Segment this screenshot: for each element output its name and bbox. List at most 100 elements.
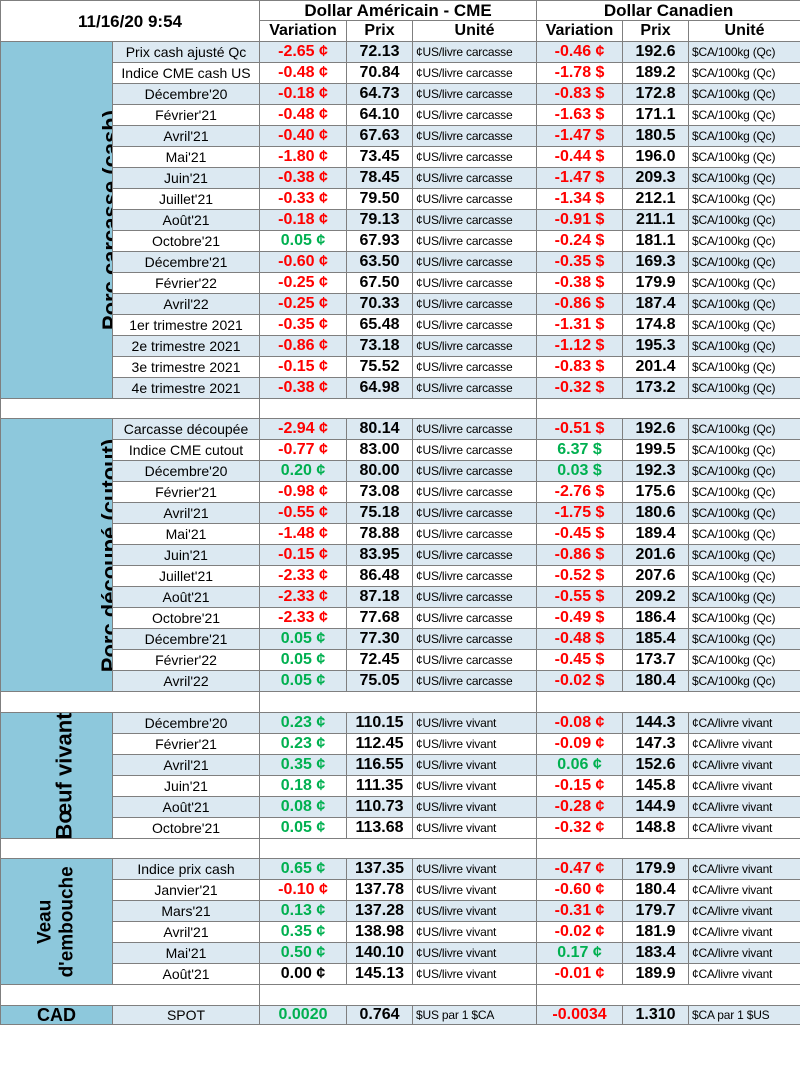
usd-unit: ¢US/livre carcasse bbox=[412, 83, 538, 105]
usd-price: 78.45 bbox=[346, 167, 414, 189]
usd-variation: 0.0020 bbox=[259, 1005, 348, 1025]
table-row: Février'22 -0.25 ¢ 67.50 ¢US/livre carcasse… bbox=[1, 272, 800, 294]
cad-unit: $CA/100kg (Qc) bbox=[688, 356, 800, 378]
cad-unit: $CA/100kg (Qc) bbox=[688, 251, 800, 273]
usd-price: 137.35 bbox=[346, 858, 414, 880]
usd-unit: ¢US/livre carcasse bbox=[412, 565, 538, 587]
table-row: Décembre'20 0.20 ¢ 80.00 ¢US/livre carcasse… bbox=[1, 460, 800, 482]
usd-unit: ¢US/livre carcasse bbox=[412, 293, 538, 315]
usd-variation: -0.98 ¢ bbox=[259, 481, 348, 503]
cad-variation: -0.48 $ bbox=[536, 628, 624, 650]
cad-col-variation: Variation bbox=[536, 20, 624, 42]
cad-unit: $CA/100kg (Qc) bbox=[688, 104, 800, 126]
usd-unit: ¢US/livre carcasse bbox=[412, 586, 538, 608]
cad-variation: -0.0034 bbox=[536, 1005, 624, 1025]
cad-unit: $CA/100kg (Qc) bbox=[688, 272, 800, 294]
section-category: Porc carcasse (cash) bbox=[0, 41, 113, 399]
usd-price: 145.13 bbox=[346, 963, 414, 985]
usd-variation: 0.05 ¢ bbox=[259, 628, 348, 650]
spacer-cell bbox=[0, 984, 261, 1006]
row-label: Mai'21 bbox=[111, 942, 261, 964]
usd-unit: ¢US/livre carcasse bbox=[412, 230, 538, 252]
cad-price: 185.4 bbox=[622, 628, 690, 650]
table-row: Février'21 -0.98 ¢ 73.08 ¢US/livre carcasse… bbox=[1, 481, 800, 503]
cad-variation: -0.01 ¢ bbox=[536, 963, 624, 985]
cad-price: 199.5 bbox=[622, 439, 690, 461]
usd-price: 86.48 bbox=[346, 565, 414, 587]
usd-price: 70.33 bbox=[346, 293, 414, 315]
usd-unit: ¢US/livre carcasse bbox=[412, 104, 538, 126]
usd-price: 140.10 bbox=[346, 942, 414, 964]
cad-variation: -1.78 $ bbox=[536, 62, 624, 84]
row-label: Juin'21 bbox=[111, 775, 261, 797]
usd-variation: -0.60 ¢ bbox=[259, 251, 348, 273]
usd-price: 83.00 bbox=[346, 439, 414, 461]
cad-col-unite: Unité bbox=[688, 20, 800, 42]
section-title-text: Veau bbox=[34, 899, 56, 944]
usd-price: 83.95 bbox=[346, 544, 414, 566]
spacer-cell bbox=[536, 984, 800, 1006]
cad-variation: -1.31 $ bbox=[536, 314, 624, 336]
usd-variation: -0.86 ¢ bbox=[259, 335, 348, 357]
spacer-cell bbox=[259, 838, 538, 859]
usd-price: 64.98 bbox=[346, 377, 414, 399]
cad-price: 144.9 bbox=[622, 796, 690, 818]
usd-unit: ¢US/livre carcasse bbox=[412, 335, 538, 357]
cad-variation: -0.28 ¢ bbox=[536, 796, 624, 818]
cad-variation: -1.34 $ bbox=[536, 188, 624, 210]
usd-price: 75.52 bbox=[346, 356, 414, 378]
cad-price: 180.5 bbox=[622, 125, 690, 147]
row-label: Août'21 bbox=[111, 963, 261, 985]
usd-unit: ¢US/livre carcasse bbox=[412, 460, 538, 482]
usd-variation: -0.38 ¢ bbox=[259, 377, 348, 399]
row-label: Décembre'21 bbox=[111, 251, 261, 273]
row-label: Mars'21 bbox=[111, 900, 261, 922]
cad-price: 173.2 bbox=[622, 377, 690, 399]
usd-price: 116.55 bbox=[346, 754, 414, 776]
table-row: Juillet'21 -2.33 ¢ 86.48 ¢US/livre carcasse… bbox=[1, 565, 800, 587]
cad-col-prix: Prix bbox=[622, 20, 690, 42]
cad-price: 192.6 bbox=[622, 418, 690, 440]
usd-variation: -0.15 ¢ bbox=[259, 544, 348, 566]
usd-col-unite: Unité bbox=[412, 20, 538, 42]
cad-variation: -0.83 $ bbox=[536, 83, 624, 105]
usd-price: 70.84 bbox=[346, 62, 414, 84]
cad-variation: 0.17 ¢ bbox=[536, 942, 624, 964]
usd-variation: -2.33 ¢ bbox=[259, 586, 348, 608]
cad-price: 189.9 bbox=[622, 963, 690, 985]
usd-unit: ¢US/livre carcasse bbox=[412, 251, 538, 273]
table-row: Mai'21 -1.48 ¢ 78.88 ¢US/livre carcasse -0.4… bbox=[1, 523, 800, 545]
cad-variation: -0.32 $ bbox=[536, 377, 624, 399]
table-row: Août'21 -0.18 ¢ 79.13 ¢US/livre carcasse -0.… bbox=[1, 209, 800, 231]
row-label: Février'21 bbox=[111, 733, 261, 755]
usd-variation: -0.55 ¢ bbox=[259, 502, 348, 524]
spacer-cell bbox=[0, 398, 261, 419]
row-label: Avril'21 bbox=[111, 921, 261, 943]
usd-variation: 0.05 ¢ bbox=[259, 230, 348, 252]
cad-unit: ¢CA/livre vivant bbox=[688, 942, 800, 964]
cad-variation: -0.02 $ bbox=[536, 670, 624, 692]
table-row: Décembre'21 -0.60 ¢ 63.50 ¢US/livre carcass… bbox=[1, 251, 800, 273]
cad-variation: -0.49 $ bbox=[536, 607, 624, 629]
table-body: Porc carcasse (cash) Prix cash ajusté Qc -… bbox=[0, 41, 800, 1025]
cad-price: 196.0 bbox=[622, 146, 690, 168]
table-row: 1er trimestre 2021 -0.35 ¢ 65.48 ¢US/livre … bbox=[1, 314, 800, 336]
cad-variation: -1.12 $ bbox=[536, 335, 624, 357]
row-label: Mai'21 bbox=[111, 523, 261, 545]
table-row: Porc carcasse (cash) Prix cash ajusté Qc -… bbox=[0, 41, 800, 399]
cad-price: 189.4 bbox=[622, 523, 690, 545]
row-label: Avril'21 bbox=[111, 502, 261, 524]
section-category: Veau d'embouche bbox=[0, 858, 113, 985]
cad-variation: -0.02 ¢ bbox=[536, 921, 624, 943]
section-spacer bbox=[0, 984, 800, 1006]
usd-unit: ¢US/livre carcasse bbox=[412, 125, 538, 147]
usd-price: 72.13 bbox=[346, 41, 414, 63]
cad-price: 192.6 bbox=[622, 41, 690, 63]
cad-price: 145.8 bbox=[622, 775, 690, 797]
cad-variation: 6.37 $ bbox=[536, 439, 624, 461]
table-row: Mai'21 0.50 ¢ 140.10 ¢US/livre vivant 0.17 ¢… bbox=[1, 942, 800, 964]
cad-variation: -1.47 $ bbox=[536, 167, 624, 189]
cad-price: 192.3 bbox=[622, 460, 690, 482]
usd-price: 72.45 bbox=[346, 649, 414, 671]
cad-variation: -0.44 $ bbox=[536, 146, 624, 168]
